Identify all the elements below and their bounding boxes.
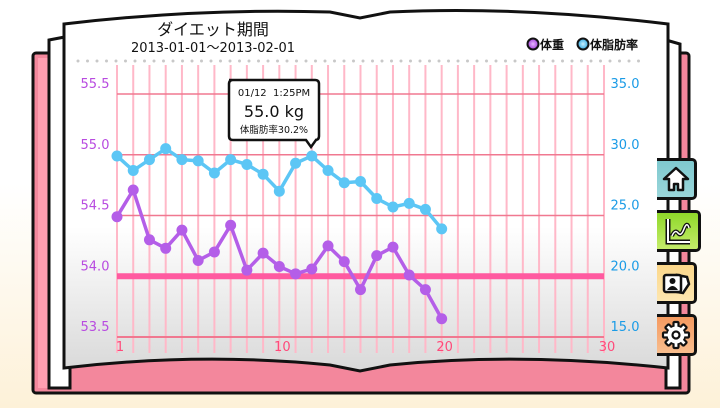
y-right-tick-label: 20.0: [611, 259, 640, 274]
data-point: [290, 268, 302, 280]
data-point: [257, 168, 269, 180]
y-right-tick-label: 25.0: [611, 199, 640, 214]
page: [62, 9, 670, 373]
data-point: [371, 250, 383, 262]
y-left-tick-label: 55.5: [81, 77, 110, 92]
data-point: [273, 185, 285, 197]
photo-icon: [662, 273, 690, 295]
data-point: [403, 197, 415, 209]
x-tick-label: 10: [274, 340, 291, 355]
y-left-tick-label: 55.0: [81, 138, 110, 153]
legend-weight-label: 体重: [540, 37, 564, 52]
data-point: [241, 158, 253, 170]
data-point: [143, 154, 155, 166]
legend-weight-dot: [526, 37, 540, 51]
data-point: [160, 143, 172, 155]
x-tick-label: 20: [436, 340, 453, 355]
tab-settings[interactable]: [657, 314, 697, 356]
data-point: [225, 154, 237, 166]
date-range: 2013-01-01～2013-02-01: [131, 41, 295, 56]
data-point: [192, 254, 204, 266]
data-point: [387, 201, 399, 213]
data-point: [241, 264, 253, 276]
x-tick-label: 30: [599, 340, 616, 355]
data-point: [176, 154, 188, 166]
data-point: [160, 242, 172, 254]
data-point: [436, 313, 448, 325]
tooltip-weight: 55.0 kg: [244, 102, 304, 121]
legend-bodyfat-dot: [576, 37, 590, 51]
tooltip: 01/12 1:25PM 55.0 kg 体脂肪率30.2%: [227, 78, 321, 150]
data-point: [306, 150, 318, 162]
tooltip-bodyfat: 体脂肪率30.2%: [240, 124, 308, 136]
tooltip-datetime: 01/12 1:25PM: [238, 88, 310, 99]
data-point: [306, 263, 318, 275]
x-tick-label: 1: [116, 340, 124, 355]
data-point: [111, 150, 123, 162]
data-point: [387, 241, 399, 253]
data-point: [257, 247, 269, 259]
data-point: [322, 165, 334, 177]
data-point: [143, 234, 155, 246]
data-point: [371, 192, 383, 204]
y-right-tick-label: 30.0: [611, 138, 640, 153]
data-point: [322, 240, 334, 252]
data-point: [127, 165, 139, 177]
data-point: [273, 261, 285, 273]
data-point: [176, 224, 188, 236]
data-point: [355, 175, 366, 187]
data-point: [355, 284, 366, 296]
graph-icon: [665, 219, 691, 245]
y-right-tick-label: 35.0: [611, 77, 640, 92]
data-point: [403, 269, 415, 281]
tab-graph[interactable]: [657, 210, 701, 252]
tab-home[interactable]: [657, 158, 697, 200]
y-left-tick-label: 54.0: [81, 259, 110, 274]
data-point: [225, 219, 237, 231]
data-point: [111, 211, 123, 223]
data-point: [419, 284, 431, 296]
data-point: [208, 246, 220, 258]
y-left-tick-label: 54.5: [81, 199, 110, 214]
home-icon: [662, 166, 689, 192]
tab-photo[interactable]: [657, 262, 697, 304]
data-point: [208, 167, 220, 179]
data-point: [436, 223, 448, 235]
page-title: ダイエット期間: [157, 20, 269, 39]
y-right-tick-label: 15.0: [611, 320, 640, 335]
chart: 55.5 35.0 55.0 30.0 54.5 25.0 54.0 20.0 53.5 15.0…: [81, 65, 640, 355]
legend-bodyfat-label: 体脂肪率: [590, 37, 638, 52]
gear-icon: [661, 320, 690, 350]
data-point: [290, 157, 302, 169]
data-point: [338, 256, 350, 268]
data-point: [419, 203, 431, 215]
data-point: [192, 155, 204, 167]
data-point: [338, 177, 350, 189]
data-point: [127, 184, 139, 196]
y-left-tick-label: 53.5: [81, 320, 110, 335]
